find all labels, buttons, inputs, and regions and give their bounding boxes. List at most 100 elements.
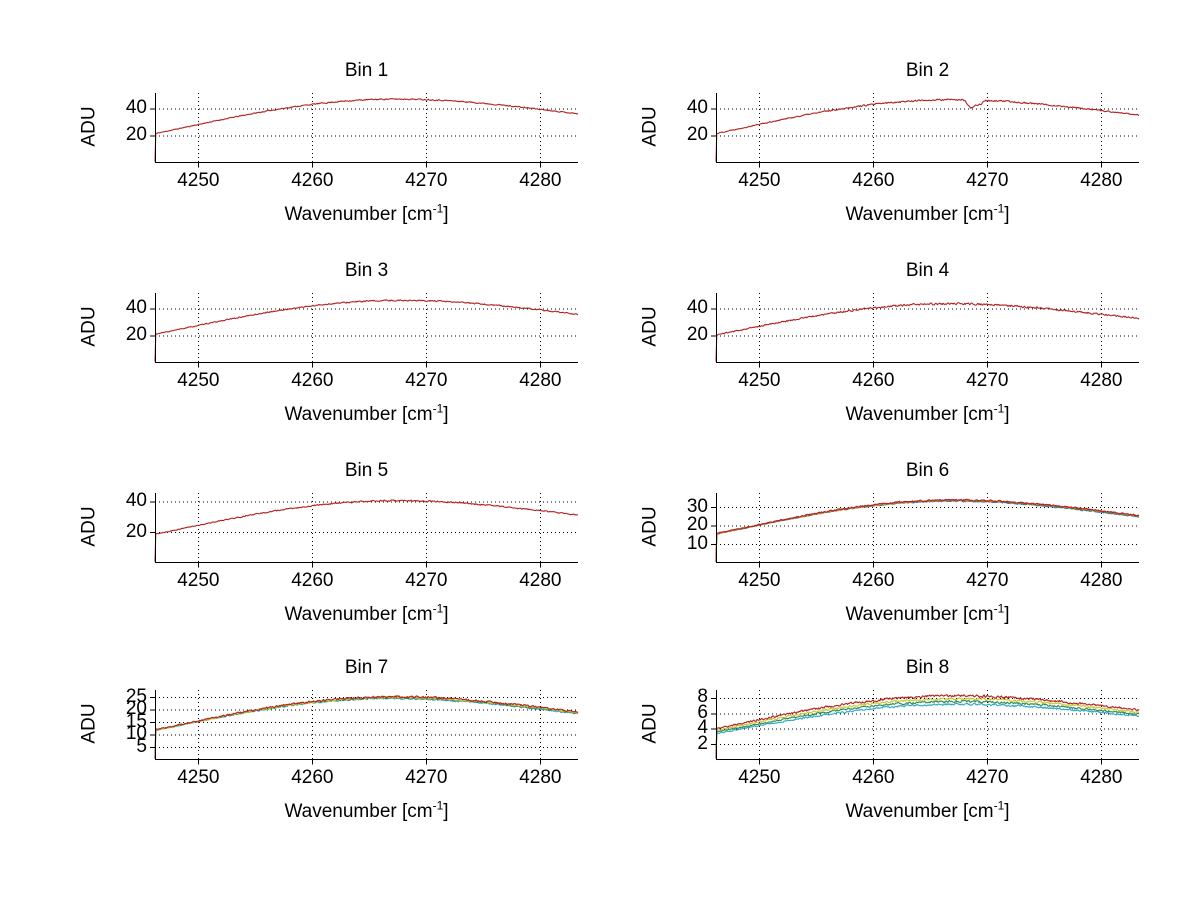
x-tick-label: 4250: [738, 370, 781, 391]
subplot-title: Bin 3: [344, 260, 389, 281]
trace-spectrum: [715, 302, 1140, 362]
trace-spectrum-b: [715, 699, 1140, 759]
x-tick-label: 4250: [177, 370, 220, 391]
x-tick-label: 4260: [852, 767, 895, 788]
x-axis-label: Wavenumber [cm-1]: [155, 601, 578, 625]
x-tick-label: 4260: [291, 767, 334, 788]
y-tick-labels: 10 20 30: [656, 493, 708, 563]
axis-spines: [716, 493, 1139, 563]
x-axis-label-bracket: ]: [1004, 404, 1010, 425]
x-axis-label: Wavenumber [cm-1]: [155, 798, 578, 822]
grid-lines: [716, 690, 1139, 760]
x-tick-label: 4270: [966, 767, 1009, 788]
trace-spectrum: [154, 499, 579, 562]
plot-area: [150, 93, 579, 168]
x-axis-label-exponent: -1: [432, 201, 444, 216]
x-tick-label: 4250: [738, 767, 781, 788]
x-axis-label-bracket: ]: [1004, 204, 1010, 225]
x-axis-label-exponent: -1: [993, 601, 1005, 616]
x-axis-label-bracket: ]: [1004, 801, 1010, 822]
tick-marks: [711, 507, 1102, 568]
data-traces: [154, 299, 579, 362]
trace-spectrum-c: [715, 697, 1140, 759]
x-tick-label: 4260: [291, 570, 334, 591]
x-tick-label: 4260: [852, 570, 895, 591]
tick-marks: [711, 697, 1102, 765]
subplot-title: Bin 7: [344, 657, 389, 678]
y-tick-label: 20: [125, 520, 147, 542]
x-tick-label: 4280: [519, 370, 562, 391]
y-tick-labels: 20 40: [656, 93, 708, 163]
grid-lines: [155, 293, 578, 363]
tick-marks: [711, 308, 1102, 368]
x-axis-label-text: Wavenumber [cm: [845, 204, 994, 225]
data-traces: [715, 694, 1140, 759]
x-axis-label: Wavenumber [cm-1]: [155, 201, 578, 225]
x-tick-label: 4280: [1080, 370, 1123, 391]
x-axis-label-exponent: -1: [432, 601, 444, 616]
grid-lines: [716, 293, 1139, 363]
plot-area: [711, 93, 1140, 168]
subplot-title: Bin 5: [344, 460, 389, 481]
data-traces: [154, 97, 579, 162]
y-tick-label: 5: [136, 735, 147, 757]
x-axis-label-text: Wavenumber [cm: [845, 404, 994, 425]
x-tick-label: 4280: [1080, 170, 1123, 191]
x-axis-label-bracket: ]: [1004, 604, 1010, 625]
subplot-title: Bin 4: [905, 260, 950, 281]
data-traces: [715, 498, 1140, 562]
y-tick-label: 20: [125, 324, 147, 346]
trace-spectrum: [715, 98, 1140, 162]
trace-spectrum-d: [715, 694, 1140, 759]
y-tick-label: 25: [125, 685, 147, 707]
plot-area: [711, 690, 1140, 765]
x-axis-label-text: Wavenumber [cm: [284, 404, 433, 425]
axis-spines: [155, 93, 578, 163]
y-tick-labels: 20 40: [656, 293, 708, 363]
x-tick-label: 4260: [852, 170, 895, 191]
y-tick-label: 8: [697, 686, 708, 708]
x-axis-label-bracket: ]: [443, 404, 449, 425]
y-tick-label: 4: [697, 717, 708, 739]
axis-spines: [155, 690, 578, 760]
x-axis-label-exponent: -1: [432, 798, 444, 813]
data-traces: [154, 695, 579, 759]
y-tick-label: 2: [697, 732, 708, 754]
x-axis-label: Wavenumber [cm-1]: [155, 403, 578, 425]
trace-spectrum-a: [715, 702, 1140, 759]
x-axis-label-bracket: ]: [443, 604, 449, 625]
y-tick-label: 15: [125, 710, 147, 732]
x-tick-label: 4270: [405, 370, 448, 391]
x-tick-label: 4260: [291, 370, 334, 391]
y-tick-label: 20: [686, 514, 708, 536]
tick-marks: [711, 108, 1102, 168]
plot-area: [711, 493, 1140, 568]
y-tick-label: 20: [125, 698, 147, 719]
axis-spines: [716, 293, 1139, 363]
x-tick-label: 4260: [852, 370, 895, 391]
x-axis-label-text: Wavenumber [cm: [284, 801, 433, 822]
x-axis-label-exponent: -1: [993, 401, 1005, 416]
x-tick-label: 4280: [519, 570, 562, 591]
x-axis-label-exponent: -1: [993, 201, 1005, 216]
grid-lines: [155, 493, 578, 563]
axis-spines: [716, 690, 1139, 760]
plot-area: [711, 293, 1140, 368]
x-axis-label-bracket: ]: [443, 204, 449, 225]
subplot-title: Bin 8: [905, 657, 950, 678]
x-tick-label: 4250: [177, 570, 220, 591]
x-tick-label: 4270: [405, 170, 448, 191]
data-traces: [715, 98, 1140, 162]
y-tick-label: 40: [686, 97, 708, 119]
data-traces: [154, 499, 579, 562]
x-axis-label-text: Wavenumber [cm: [845, 801, 994, 822]
tick-marks: [150, 501, 541, 568]
y-tick-label: 20: [125, 124, 147, 146]
axis-spines: [155, 293, 578, 363]
x-tick-label: 4250: [738, 570, 781, 591]
y-tick-labels: 20 40: [95, 293, 147, 363]
